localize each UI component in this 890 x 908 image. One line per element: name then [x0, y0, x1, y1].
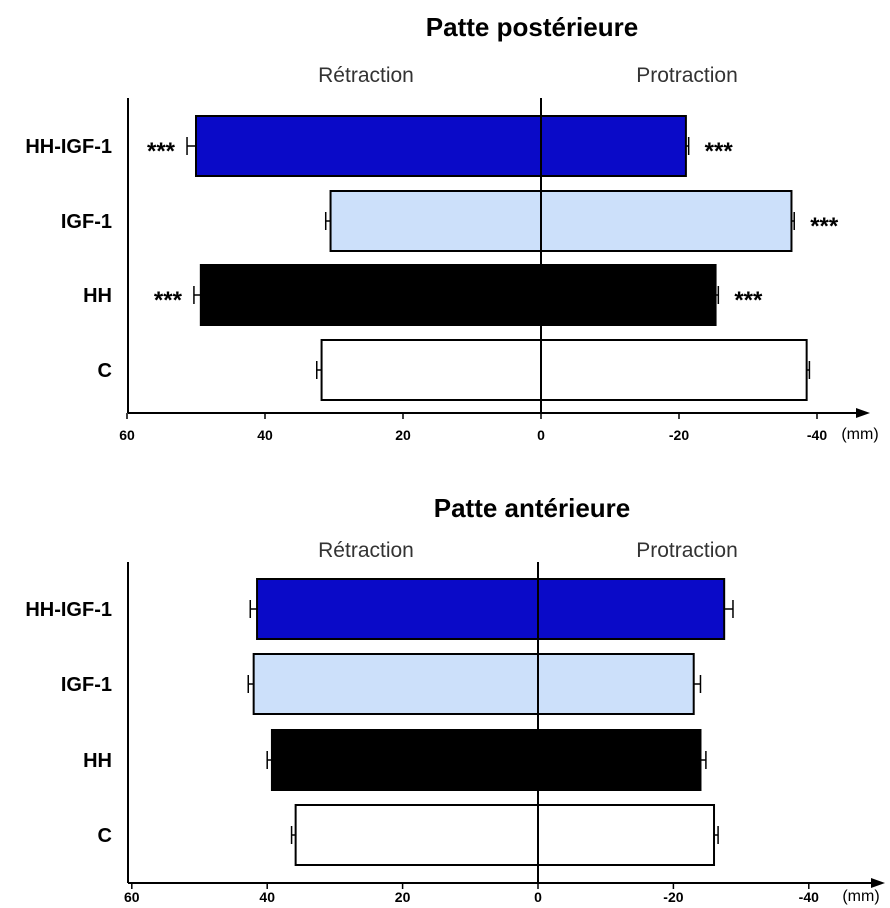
panel2-tick-label: -40	[799, 889, 819, 905]
panel1-tick-label: -40	[807, 427, 827, 443]
panel1-bar-hh-igf-1	[195, 115, 687, 177]
panel2-bar-c	[294, 804, 716, 866]
panel1-unit-label: (mm)	[841, 426, 878, 443]
panel1-significance-protraction: ***	[705, 138, 734, 165]
panel1-significance-retraction: ***	[147, 138, 176, 165]
panel1-category-label: HH	[83, 285, 112, 307]
panel1-tick-label: 0	[537, 427, 545, 443]
panel2-tick-label: -20	[663, 889, 683, 905]
panel1-bar-hh	[199, 264, 717, 326]
panel2-left-label: Rétraction	[318, 539, 414, 562]
panel2-category-label: HH-IGF-1	[25, 599, 112, 621]
panel1-tick-label: -20	[669, 427, 689, 443]
panel2-right-label: Protraction	[636, 539, 738, 562]
panel2-tick-label: 20	[395, 889, 411, 905]
panel2-category-label: C	[98, 825, 112, 847]
panel1-left-label: Rétraction	[318, 64, 414, 87]
panel1-x-axis-arrow	[856, 408, 870, 418]
panel2-category-label: HH	[83, 750, 112, 772]
panel2-bar-hh-igf-1	[256, 578, 726, 640]
panel1-significance-protraction: ***	[734, 287, 763, 314]
panel2-tick-label: 40	[259, 889, 275, 905]
panel2-tick-label: 0	[534, 889, 542, 905]
panel1-tick-label: 40	[257, 427, 273, 443]
panel1-bar-c	[320, 339, 808, 401]
panel1-tick-label: 60	[119, 427, 135, 443]
panel2-title: Patte antérieure	[434, 493, 631, 523]
panel2-x-axis-arrow	[871, 878, 885, 888]
panel1-category-label: HH-IGF-1	[25, 136, 112, 158]
panel1-bar-igf-1	[329, 190, 793, 252]
panel1-right-label: Protraction	[636, 64, 738, 87]
panel2-unit-label: (mm)	[842, 888, 879, 905]
panel2-bar-hh	[270, 729, 702, 791]
panel1-tick-label: 20	[395, 427, 411, 443]
panel2-bar-igf-1	[252, 653, 695, 715]
panel2-tick-label: 60	[124, 889, 140, 905]
panel1-title: Patte postérieure	[426, 12, 638, 42]
panel1-significance-retraction: ***	[154, 287, 183, 314]
panel2-category-label: IGF-1	[61, 674, 112, 696]
panel1-category-label: IGF-1	[61, 211, 112, 233]
panel1-category-label: C	[98, 360, 112, 382]
panel1-significance-protraction: ***	[810, 213, 839, 240]
